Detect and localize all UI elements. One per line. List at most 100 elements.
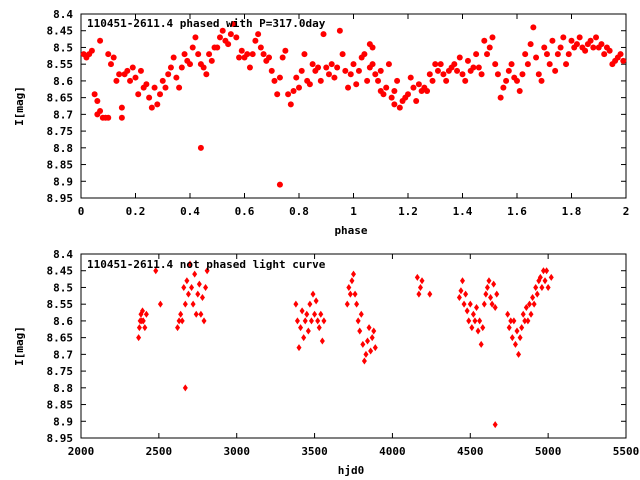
data-point [405,91,411,98]
x-axis: 2000 2500 3000 3500 4000 4500 5000 5500 [68,254,639,458]
data-point [110,54,117,61]
data-point [366,324,372,332]
data-point [346,283,352,291]
data-point [520,310,526,318]
data-point [287,101,294,108]
data-point [351,270,356,278]
y-tick-label: 8.85 [47,159,74,172]
data-point [385,61,392,68]
data-point [358,310,364,318]
data-point [394,77,401,84]
data-point [477,317,483,325]
data-point [192,270,198,278]
data-point [391,101,398,108]
data-point [118,114,125,121]
data-point [360,340,366,348]
data-point [548,273,554,281]
data-point [582,47,589,54]
data-point [410,84,417,91]
data-series [80,21,627,188]
data-point [312,310,318,318]
data-point [497,94,504,101]
data-point [140,317,146,325]
phased-light-curve-chart: 0 0.2 0.4 0.6 0.8 1 1.2 1.4 1.6 1.8 2 8.48.458.58.… [13,8,629,237]
data-point [541,44,548,51]
y-tick-label: 8.85 [47,399,74,412]
data-point [470,64,477,71]
data-point [545,283,551,291]
data-point [606,47,613,54]
data-point [419,277,425,285]
y-tick-label: 8.65 [47,92,74,105]
data-point [506,324,512,332]
data-point [296,84,302,91]
data-point [396,104,403,111]
data-point [549,37,556,44]
y-tick-label: 8.6 [53,315,73,328]
data-point [369,44,376,51]
data-point [302,317,308,325]
data-point [516,87,523,94]
data-point [176,317,182,325]
data-point [299,307,305,315]
data-point [190,300,196,308]
x-tick-label: 2500 [146,445,173,458]
data-point [276,74,283,81]
data-point [192,34,199,41]
data-point [167,64,174,71]
data-point [503,77,510,84]
y-tick-label: 8.8 [53,142,73,155]
data-point [516,350,522,358]
data-point [361,51,368,58]
data-point [94,97,101,104]
data-point [116,71,123,78]
data-point [494,290,500,298]
data-point [318,310,324,318]
data-point [298,67,305,74]
data-point [417,283,423,291]
data-point [424,87,431,94]
y-tick-label: 8.65 [47,332,74,345]
data-point [530,24,537,31]
data-point [491,280,497,288]
data-point [196,280,202,288]
y-tick-label: 8.4 [53,8,73,21]
data-point [354,300,360,308]
data-point [473,51,480,58]
x-tick-label: 1.6 [507,205,527,218]
data-point [492,421,498,429]
y-tick-label: 8.9 [53,175,73,188]
data-point [519,324,525,332]
data-point [206,51,213,58]
y-tick-label: 8.7 [53,348,73,361]
data-point [182,300,188,308]
data-point [429,77,436,84]
data-point [316,324,322,332]
data-point [260,51,267,58]
x-axis-title: phase [334,224,367,237]
data-point [365,337,371,345]
data-point [505,310,511,318]
data-point [252,37,259,44]
data-point [546,61,553,68]
data-point [246,64,253,71]
data-point [320,31,327,38]
chart-title: 110451-2611.4 not phased light curve [87,258,326,271]
data-point [182,384,188,392]
y-tick-label: 8.5 [53,281,73,294]
data-point [464,57,471,64]
data-point [323,64,330,71]
data-point [383,84,390,91]
data-point [200,64,207,71]
data-point [349,277,355,285]
data-point [339,51,346,58]
data-series [136,260,554,429]
data-point [505,67,512,74]
data-point [484,51,491,58]
data-point [568,37,575,44]
data-point [511,317,517,325]
data-point [187,260,193,268]
data-point [88,47,95,54]
data-point [508,61,515,68]
